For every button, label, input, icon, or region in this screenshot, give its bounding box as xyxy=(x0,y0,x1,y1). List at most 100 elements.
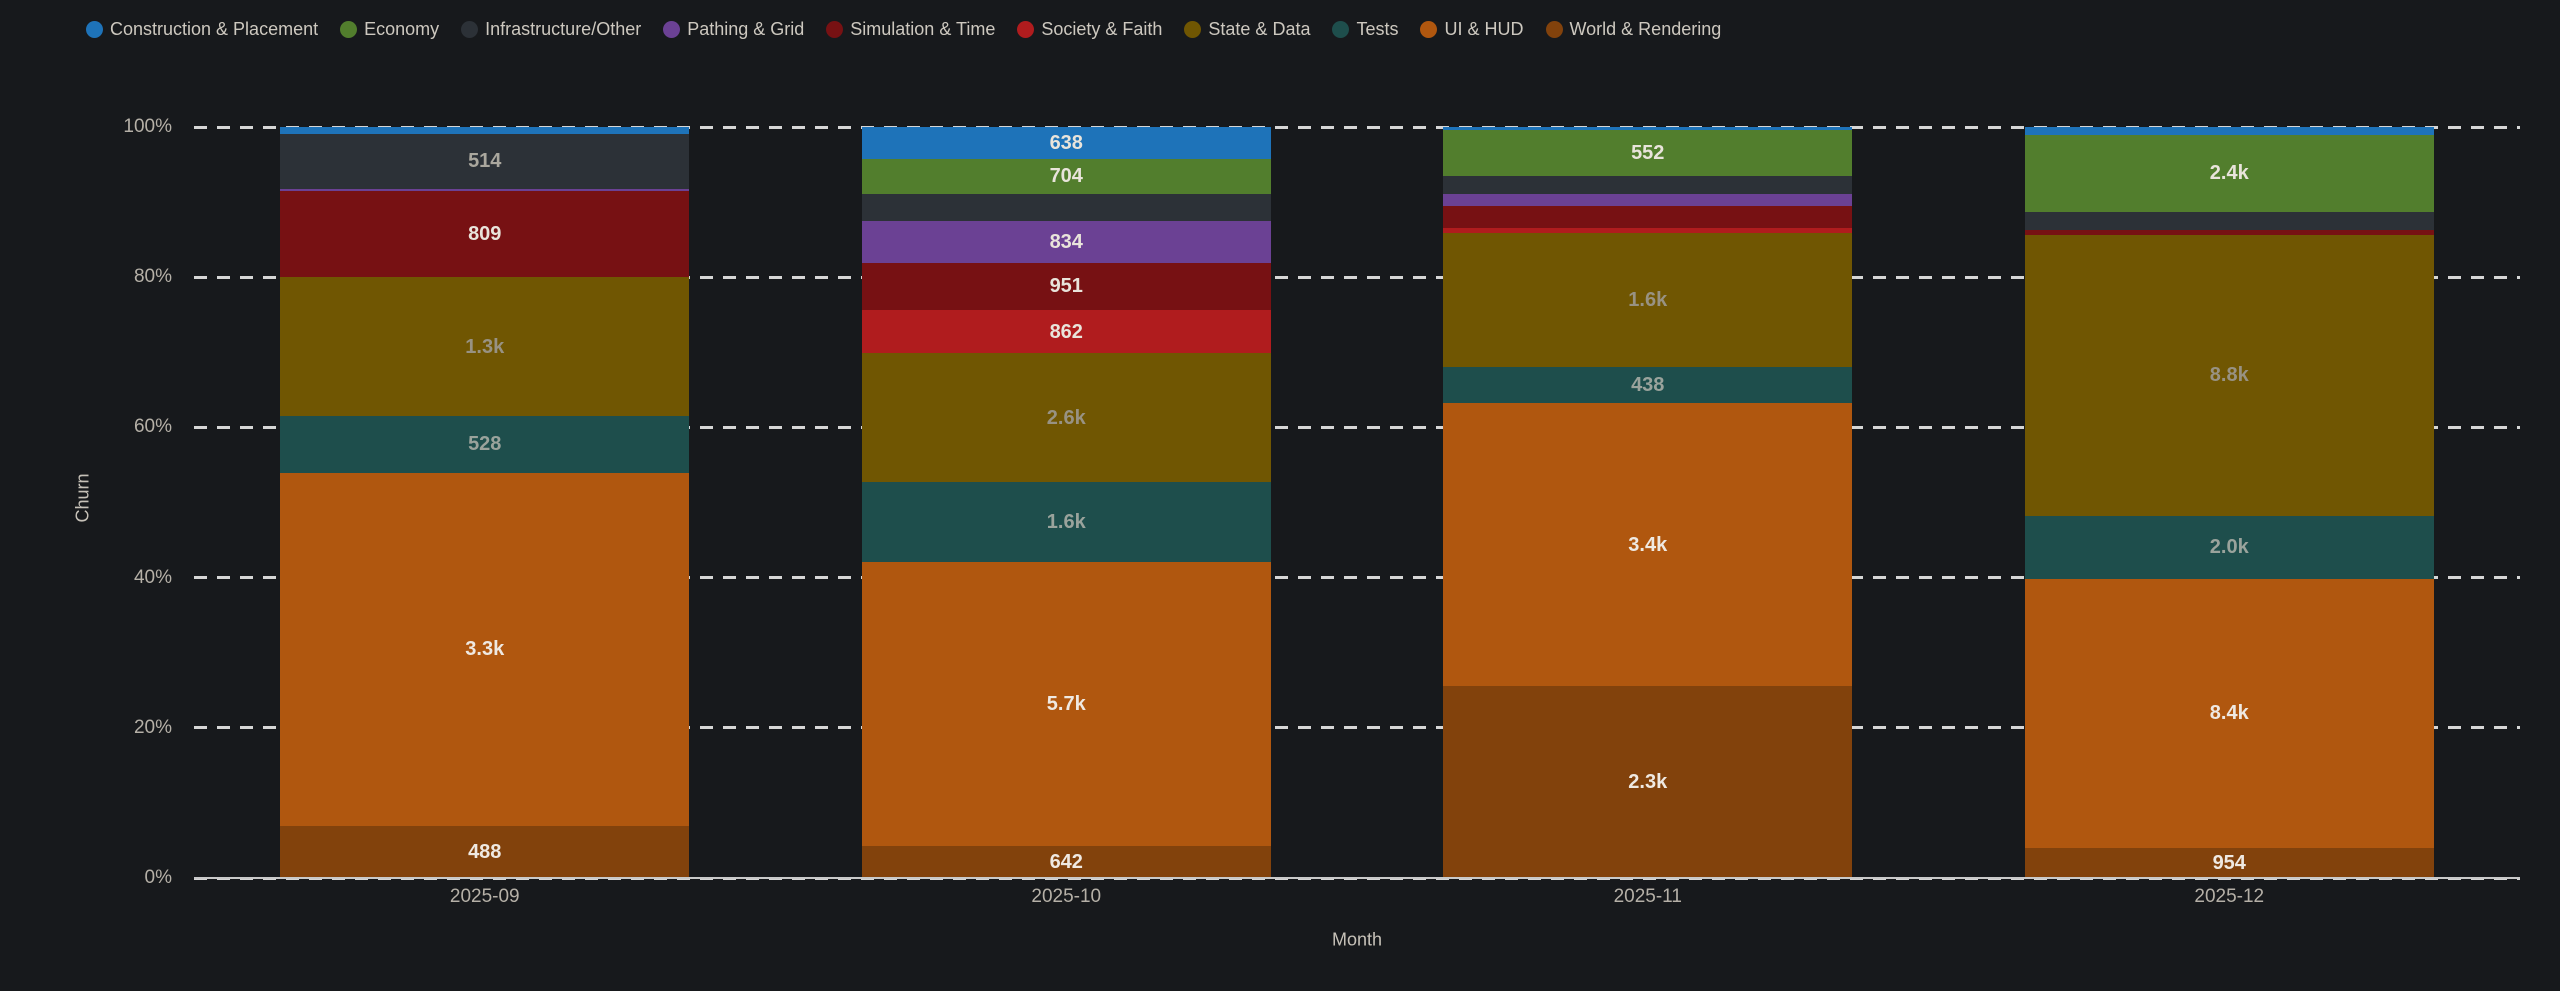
legend-swatch-icon xyxy=(663,21,681,38)
legend-item-label: Pathing & Grid xyxy=(687,19,805,39)
legend-item-economy[interactable]: Economy xyxy=(340,19,439,40)
segment-value-label: 2.3k xyxy=(1628,771,1668,794)
segment-state-data-2025-11[interactable]: 1.6k xyxy=(1443,233,1853,367)
segment-ui-hud-2025-11[interactable]: 3.4k xyxy=(1443,403,1853,687)
legend-item-pathing-grid[interactable]: Pathing & Grid xyxy=(663,19,804,40)
legend-item-construction-placement[interactable]: Construction & Placement xyxy=(86,19,318,40)
segment-value-label: 8.4k xyxy=(2209,702,2249,725)
legend-item-label: Simulation & Time xyxy=(850,19,996,39)
legend-swatch-icon xyxy=(1545,21,1563,38)
y-tick-0%: 0% xyxy=(144,867,172,888)
segment-world-rendering-2025-12[interactable]: 954 xyxy=(2024,847,2434,878)
segment-pathing-grid-2025-11[interactable] xyxy=(1443,193,1853,206)
segment-society-faith-2025-11[interactable] xyxy=(1443,227,1853,234)
segment-simulation-time-2025-10[interactable]: 951 xyxy=(861,262,1271,311)
x-tick-2025-09: 2025-09 xyxy=(449,886,520,907)
legend-swatch-icon xyxy=(1017,21,1035,38)
segment-world-rendering-2025-09[interactable]: 488 xyxy=(280,825,690,878)
legend-item-ui-hud[interactable]: UI & HUD xyxy=(1420,19,1524,40)
segment-state-data-2025-12[interactable]: 8.8k xyxy=(2024,234,2434,516)
legend-item-world-rendering[interactable]: World & Rendering xyxy=(1545,19,1722,40)
segment-value-label: 3.3k xyxy=(465,638,505,661)
segment-economy-2025-12[interactable]: 2.4k xyxy=(2024,134,2434,212)
segment-tests-2025-11[interactable]: 438 xyxy=(1443,366,1853,404)
y-tick-60%: 60% xyxy=(133,416,172,438)
segment-tests-2025-10[interactable]: 1.6k xyxy=(861,482,1271,563)
legend-item-simulation-time[interactable]: Simulation & Time xyxy=(826,19,995,40)
gridline-40% xyxy=(194,576,2520,580)
legend-item-label: World & Rendering xyxy=(1569,19,1722,39)
segment-value-label: 2.4k xyxy=(2209,162,2249,185)
segment-infrastructure-other-2025-11[interactable] xyxy=(1443,175,1853,194)
y-tick-80%: 80% xyxy=(133,266,172,288)
segment-tests-2025-09[interactable]: 528 xyxy=(280,416,690,473)
legend-item-infrastructure-other[interactable]: Infrastructure/Other xyxy=(461,19,641,40)
legend-item-label: Infrastructure/Other xyxy=(485,19,642,39)
segment-pathing-grid-2025-09[interactable] xyxy=(280,188,690,191)
legend-item-society-faith[interactable]: Society & Faith xyxy=(1017,19,1162,40)
segment-value-label: 2.6k xyxy=(1046,406,1086,429)
segment-construction-placement-2025-11[interactable] xyxy=(1443,127,1853,130)
segment-value-label: 488 xyxy=(468,840,502,863)
legend: Construction & Placement Economy Infrastru… xyxy=(86,19,1721,40)
legend-swatch-icon xyxy=(461,21,479,38)
segment-value-label: 704 xyxy=(1049,165,1083,188)
legend-item-label: Tests xyxy=(1356,19,1399,39)
segment-simulation-time-2025-09[interactable]: 809 xyxy=(280,190,690,278)
segment-ui-hud-2025-09[interactable]: 3.3k xyxy=(280,472,690,826)
x-tick-2025-12: 2025-12 xyxy=(2194,886,2265,907)
bar-2025-09: 514 809 1.3k 528 3.3k 488 xyxy=(280,127,690,878)
segment-economy-2025-10[interactable]: 704 xyxy=(861,158,1271,194)
legend-swatch-icon xyxy=(1420,21,1438,38)
segment-simulation-time-2025-12[interactable] xyxy=(2024,229,2434,235)
segment-construction-placement-2025-09[interactable] xyxy=(280,127,690,134)
segment-ui-hud-2025-10[interactable]: 5.7k xyxy=(861,562,1271,846)
legend-item-state-data[interactable]: State & Data xyxy=(1184,19,1310,40)
gridline-100% xyxy=(194,125,2520,129)
segment-value-label: 1.6k xyxy=(1628,289,1668,312)
legend-swatch-icon xyxy=(86,21,103,38)
segment-value-label: 951 xyxy=(1049,275,1083,298)
bar-2025-11: 552 1.6k 438 3.4k 2.3k xyxy=(1443,127,1853,878)
segment-infrastructure-other-2025-09[interactable]: 514 xyxy=(280,133,690,189)
segment-value-label: 514 xyxy=(468,150,502,173)
gridline-20% xyxy=(194,726,2520,730)
segment-economy-2025-11[interactable]: 552 xyxy=(1443,129,1853,176)
segment-construction-placement-2025-10[interactable]: 638 xyxy=(861,127,1271,159)
segment-society-faith-2025-10[interactable]: 862 xyxy=(861,310,1271,353)
x-tick-2025-11: 2025-11 xyxy=(1613,886,1682,907)
legend-swatch-icon xyxy=(826,21,844,38)
segment-construction-placement-2025-12[interactable] xyxy=(2024,127,2434,135)
segment-value-label: 834 xyxy=(1049,230,1083,253)
gridline-80% xyxy=(194,275,2520,279)
legend-swatch-icon xyxy=(1332,21,1350,38)
segment-state-data-2025-10[interactable]: 2.6k xyxy=(861,352,1271,483)
bar-2025-10: 638 704 834 951 862 2.6k 1.6k 5.7k 642 xyxy=(861,127,1271,878)
gridline-60% xyxy=(194,425,2520,429)
y-tick-100%: 100% xyxy=(123,116,172,137)
legend-item-label: State & Data xyxy=(1208,19,1311,39)
segment-world-rendering-2025-10[interactable]: 642 xyxy=(861,845,1271,878)
segment-world-rendering-2025-11[interactable]: 2.3k xyxy=(1443,686,1853,878)
legend-item-label: Society & Faith xyxy=(1041,19,1163,39)
y-tick-40%: 40% xyxy=(133,566,172,588)
legend-swatch-icon xyxy=(340,21,358,38)
bar-2025-12: 2.4k 8.8k 2.0k 8.4k 954 xyxy=(2024,127,2434,878)
legend-item-tests[interactable]: Tests xyxy=(1332,19,1398,40)
segment-infrastructure-other-2025-10[interactable] xyxy=(861,193,1271,222)
segment-value-label: 2.0k xyxy=(2209,536,2249,559)
segment-value-label: 528 xyxy=(468,433,502,456)
segment-tests-2025-12[interactable]: 2.0k xyxy=(2024,515,2434,580)
segment-value-label: 438 xyxy=(1631,373,1665,396)
x-axis-line xyxy=(194,877,2520,879)
segment-infrastructure-other-2025-12[interactable] xyxy=(2024,211,2434,230)
segment-state-data-2025-09[interactable]: 1.3k xyxy=(280,277,690,417)
segment-pathing-grid-2025-10[interactable]: 834 xyxy=(861,221,1271,263)
segment-value-label: 862 xyxy=(1049,320,1083,343)
segment-simulation-time-2025-11[interactable] xyxy=(1443,205,1853,228)
segment-value-label: 1.3k xyxy=(465,335,505,358)
segment-value-label: 642 xyxy=(1049,850,1083,873)
y-tick-20%: 20% xyxy=(133,716,172,738)
segment-ui-hud-2025-12[interactable]: 8.4k xyxy=(2024,579,2434,848)
